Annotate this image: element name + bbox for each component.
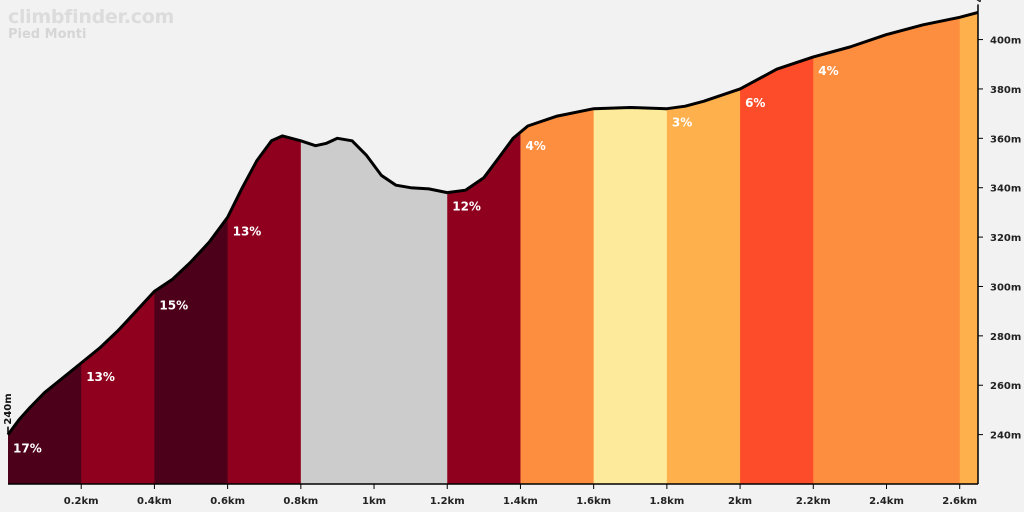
gradient-segment-0 bbox=[8, 12, 82, 484]
gradient-segment-1 bbox=[81, 12, 155, 484]
segment-label-10: 4% bbox=[818, 64, 838, 78]
segment-label-6: 4% bbox=[525, 139, 545, 153]
x-tick-label-2: 0.6km bbox=[210, 496, 245, 507]
y-tick-label-4: 320m bbox=[990, 233, 1021, 244]
segment-label-5: 12% bbox=[452, 200, 481, 214]
x-tick-label-6: 1.4km bbox=[503, 496, 538, 507]
gradient-segment-9 bbox=[740, 12, 814, 484]
axes: 0.2km 0.4km 0.6km 0.8km 1km 1.2km 1.4km 1.6km 1.… bbox=[3, 0, 1021, 507]
brand-block: climbfinder.com Pied Monti bbox=[8, 6, 174, 42]
gradient-segment-7 bbox=[593, 12, 668, 484]
segment-label-0: 17% bbox=[13, 442, 42, 456]
y-tick-label-8: 400m bbox=[990, 36, 1021, 47]
x-tick-label-7: 1.6km bbox=[576, 496, 611, 507]
segment-label-9: 6% bbox=[745, 96, 765, 110]
gradient-segment-2 bbox=[154, 12, 229, 484]
y-tick-label-7: 380m bbox=[990, 85, 1021, 96]
x-tick-label-10: 2.2km bbox=[796, 496, 831, 507]
x-tick-label-3: 0.8km bbox=[283, 496, 318, 507]
climb-name: Pied Monti bbox=[8, 27, 87, 42]
end-elevation-label: 411m bbox=[974, 0, 985, 2]
x-tick-label-0: 0.2km bbox=[64, 496, 99, 507]
segment-label-2: 15% bbox=[159, 298, 188, 312]
segment-label-3: 13% bbox=[233, 224, 262, 238]
site-logo-text[interactable]: climbfinder.com bbox=[8, 6, 174, 28]
y-tick-label-2: 280m bbox=[990, 332, 1021, 343]
segment-labels: 17% 13% 15% 13% 12% 4% 3% 6% 4% bbox=[13, 64, 839, 456]
y-tick-label-6: 360m bbox=[990, 134, 1021, 145]
x-tick-label-9: 2km bbox=[728, 496, 752, 507]
x-tick-label-4: 1km bbox=[362, 496, 386, 507]
gradient-segment-10 bbox=[813, 12, 961, 484]
gradient-segment-6 bbox=[520, 12, 595, 484]
x-tick-label-8: 1.8km bbox=[649, 496, 684, 507]
gradient-segment-4 bbox=[300, 12, 448, 484]
y-tick-label-5: 340m bbox=[990, 184, 1021, 195]
segment-label-8: 3% bbox=[672, 116, 692, 130]
y-tick-label-0: 240m bbox=[990, 431, 1021, 442]
gradient-segment-5 bbox=[447, 12, 521, 484]
segment-label-1: 13% bbox=[86, 370, 115, 384]
gradient-segment-3 bbox=[227, 12, 302, 484]
y-tick-label-3: 300m bbox=[990, 282, 1021, 293]
y-tick-label-1: 260m bbox=[990, 381, 1021, 392]
start-elevation-label: 240m bbox=[3, 393, 14, 424]
gradient-segment-11 bbox=[959, 12, 978, 484]
gradient-segment-8 bbox=[666, 12, 741, 484]
x-tick-label-12: 2.6km bbox=[942, 496, 977, 507]
profile-line bbox=[6, 10, 979, 436]
x-tick-label-11: 2.4km bbox=[869, 496, 904, 507]
x-tick-label-1: 0.4km bbox=[137, 496, 172, 507]
x-tick-label-5: 1.2km bbox=[430, 496, 465, 507]
